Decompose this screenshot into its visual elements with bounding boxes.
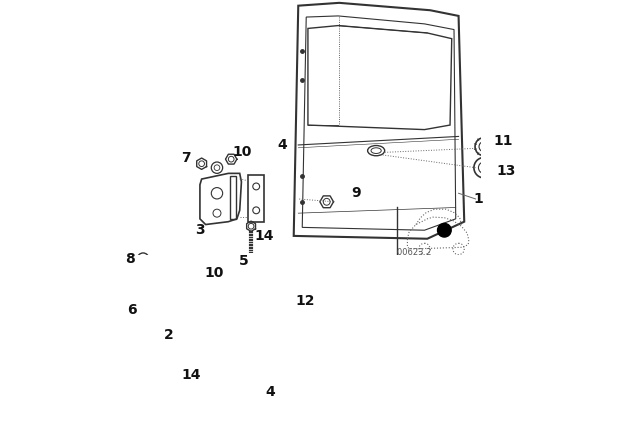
Text: 14: 14 [182,368,201,382]
Text: 10: 10 [233,145,252,159]
Text: 9: 9 [351,186,361,200]
Text: 00623 2: 00623 2 [397,249,431,258]
Text: 14: 14 [255,229,274,243]
Text: 2: 2 [164,328,173,342]
Text: 4: 4 [265,385,275,399]
Text: 3: 3 [195,223,205,237]
Circle shape [438,224,451,237]
Text: 12: 12 [295,294,315,308]
Text: 5: 5 [239,254,248,268]
Text: 10: 10 [204,266,224,280]
Text: 7: 7 [181,151,191,165]
Text: 11: 11 [493,134,513,148]
Text: 13: 13 [496,164,515,177]
Text: 8: 8 [125,252,135,266]
Text: 6: 6 [127,303,136,317]
Text: 1: 1 [474,192,483,206]
Text: 4: 4 [278,138,287,152]
